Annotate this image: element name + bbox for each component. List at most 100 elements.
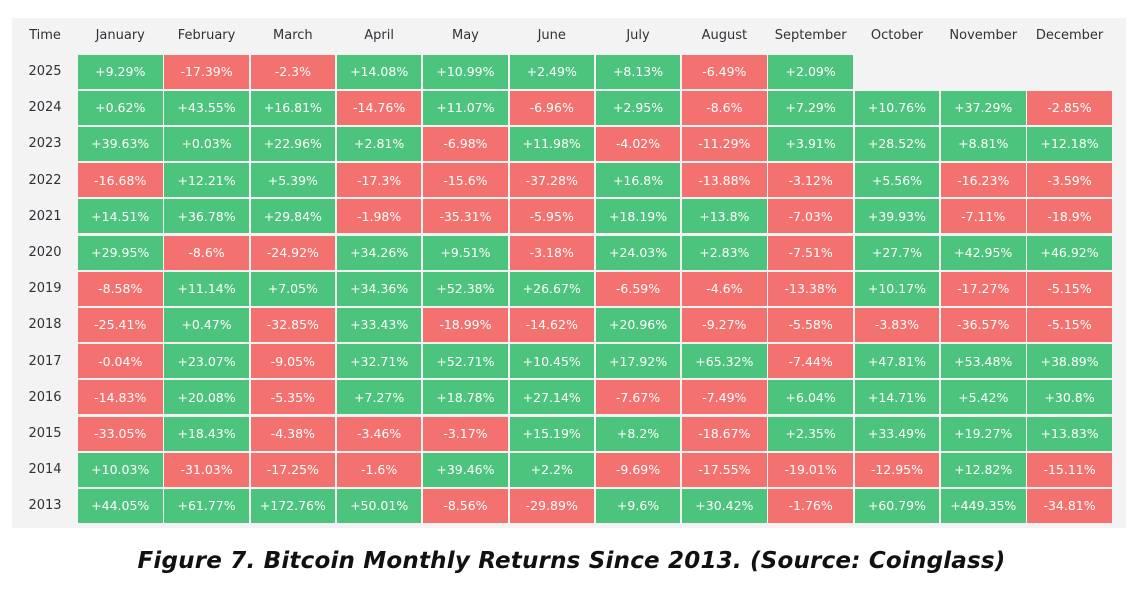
cell-2015-january: -33.05% [78, 416, 163, 451]
cell-2023-december: +12.18% [1027, 126, 1112, 161]
cell-2022-june: -37.28% [509, 163, 594, 198]
cell-2023-january: +39.63% [78, 126, 163, 161]
cell-2016-january: -14.83% [78, 380, 163, 415]
cell-2019-july: -6.59% [595, 271, 681, 306]
row-year-2023: 2023 [28, 136, 62, 152]
cell-2014-march: -17.25% [250, 452, 336, 487]
cell-2023-february: +0.03% [164, 126, 249, 161]
header-month-may: May [451, 27, 479, 43]
cell-2020-september: -7.51% [768, 235, 853, 270]
cell-2025-june: +2.49% [509, 54, 594, 89]
cell-2015-june: +15.19% [509, 416, 594, 451]
cell-2020-march: -24.92% [250, 235, 336, 270]
cell-2020-february: -8.6% [164, 235, 249, 270]
cell-2023-november: +8.81% [941, 126, 1026, 161]
cell-2021-november: -7.11% [941, 199, 1026, 234]
cell-2021-august: +13.8% [682, 199, 767, 234]
cell-2018-july: +20.96% [595, 307, 681, 342]
cell-2023-march: +22.96% [250, 126, 336, 161]
header-time: Time [29, 27, 61, 43]
cell-2025-august: -6.49% [682, 54, 767, 89]
cell-2019-october: +10.17% [854, 271, 940, 306]
cell-2013-december: -34.81% [1027, 488, 1112, 523]
cell-2013-april: +50.01% [336, 488, 422, 523]
cell-2024-march: +16.81% [250, 90, 336, 125]
cell-2015-september: +2.35% [768, 416, 853, 451]
cell-2015-december: +13.83% [1027, 416, 1112, 451]
cell-2016-december: +30.8% [1027, 380, 1112, 415]
cell-2017-march: -9.05% [250, 344, 336, 379]
cell-2021-february: +36.78% [164, 199, 249, 234]
header-month-june: June [537, 27, 566, 43]
cell-2021-january: +14.51% [78, 199, 163, 234]
cell-2020-january: +29.95% [78, 235, 163, 270]
cell-2022-december: -3.59% [1027, 163, 1112, 198]
cell-2016-may: +18.78% [423, 380, 508, 415]
header-month-november: November [949, 27, 1018, 43]
header-month-july: July [626, 27, 650, 43]
cell-2025-july: +8.13% [595, 54, 681, 89]
cell-2015-august: -18.67% [682, 416, 767, 451]
cell-2025-may: +10.99% [423, 54, 508, 89]
cell-2018-march: -32.85% [250, 307, 336, 342]
cell-2023-august: -11.29% [682, 126, 767, 161]
cell-2015-november: +19.27% [941, 416, 1026, 451]
cell-2021-june: -5.95% [509, 199, 594, 234]
cell-2016-march: -5.35% [250, 380, 336, 415]
cell-2020-august: +2.83% [682, 235, 767, 270]
cell-2015-october: +33.49% [854, 416, 940, 451]
cell-2018-september: -5.58% [768, 307, 853, 342]
cell-2018-june: -14.62% [509, 307, 594, 342]
cell-2021-december: -18.9% [1027, 199, 1112, 234]
cell-2021-march: +29.84% [250, 199, 336, 234]
cell-2025-january: +9.29% [78, 54, 163, 89]
cell-2019-march: +7.05% [250, 271, 336, 306]
cell-2024-january: +0.62% [78, 90, 163, 125]
cell-2018-may: -18.99% [423, 307, 508, 342]
cell-2016-november: +5.42% [941, 380, 1026, 415]
cell-2024-june: -6.96% [509, 90, 594, 125]
header-month-february: February [177, 27, 236, 43]
cell-2018-october: -3.83% [854, 307, 940, 342]
cell-2013-may: -8.56% [423, 488, 508, 523]
cell-2019-september: -13.38% [768, 271, 853, 306]
cell-2020-april: +34.26% [336, 235, 422, 270]
returns-table: Time January February March April May June July… [12, 18, 1126, 528]
cell-2013-june: -29.89% [509, 488, 594, 523]
row-year-2013: 2013 [28, 498, 62, 514]
header-month-january: January [95, 27, 145, 43]
cell-2022-march: +5.39% [250, 163, 336, 198]
figure-caption: Figure 7. Bitcoin Monthly Returns Since … [137, 548, 1006, 574]
cell-2018-august: -9.27% [682, 307, 767, 342]
cell-2015-april: -3.46% [336, 416, 422, 451]
row-year-2021: 2021 [28, 208, 62, 224]
cell-2024-april: -14.76% [336, 90, 422, 125]
cell-2014-february: -31.03% [164, 452, 249, 487]
cell-2014-september: -19.01% [768, 452, 853, 487]
cell-2020-december: +46.92% [1027, 235, 1112, 270]
row-year-2016: 2016 [28, 389, 62, 405]
row-year-2022: 2022 [28, 172, 62, 188]
cell-2022-november: -16.23% [941, 163, 1026, 198]
cell-2015-march: -4.38% [250, 416, 336, 451]
cell-2022-october: +5.56% [854, 163, 940, 198]
cell-2020-october: +27.7% [854, 235, 940, 270]
cell-2019-may: +52.38% [423, 271, 508, 306]
row-year-2025: 2025 [28, 64, 62, 79]
cell-2023-april: +2.81% [336, 126, 422, 161]
cell-2019-february: +11.14% [164, 271, 249, 306]
cell-2017-september: -7.44% [768, 344, 853, 379]
cell-2014-may: +39.46% [423, 452, 508, 487]
cell-2019-august: -4.6% [682, 271, 767, 306]
cell-2025-march: -2.3% [250, 54, 336, 89]
cell-2014-april: -1.6% [336, 452, 422, 487]
cell-2018-november: -36.57% [941, 307, 1026, 342]
cell-2020-november: +42.95% [941, 235, 1026, 270]
header-month-december: December [1035, 27, 1104, 43]
cell-2025-april: +14.08% [336, 54, 422, 89]
row-year-2018: 2018 [28, 317, 62, 333]
cell-2022-may: -15.6% [423, 163, 508, 198]
cell-2021-september: -7.03% [768, 199, 853, 234]
cell-2013-july: +9.6% [595, 488, 681, 523]
cell-2013-february: +61.77% [164, 488, 249, 523]
